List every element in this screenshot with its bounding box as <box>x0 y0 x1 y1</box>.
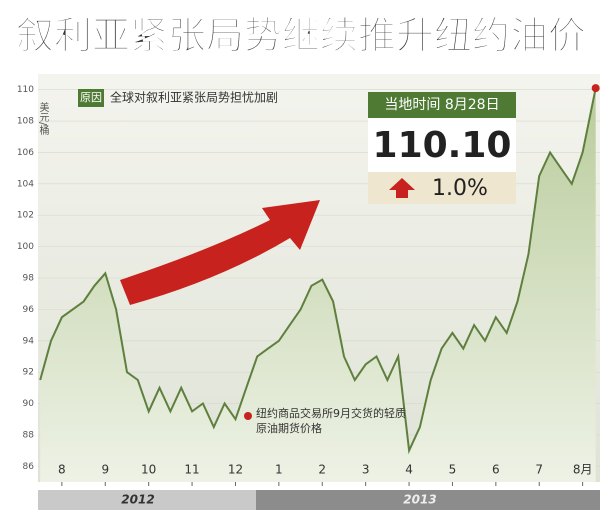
x-tick-label: 12 <box>228 463 243 477</box>
y-tick-label: 94 <box>23 336 35 346</box>
legend-text: 全球对叙利亚紧张局势担忧加剧 <box>110 90 278 105</box>
line <box>39 87 597 455</box>
y-tick-label: 106 <box>17 148 34 158</box>
chart-title: 叙利亚紧张局势继续推升纽约油价 <box>16 14 586 58</box>
note-dot <box>244 412 252 420</box>
info-price: 110.10 <box>373 125 512 166</box>
last-point <box>591 84 600 93</box>
year-label: 2012 <box>121 493 154 507</box>
note: 纽约商品交易所9月交货的轻质原油期货价格 <box>256 407 406 435</box>
x-tick-label: 11 <box>184 463 199 477</box>
x-tick-label: 1 <box>275 463 283 477</box>
y-tick-label: 110 <box>17 85 34 95</box>
year-bar-2012 <box>38 490 256 510</box>
up-arrow <box>389 178 415 198</box>
y-tick-label: 104 <box>17 179 34 189</box>
x-tick-label: 4 <box>405 463 413 477</box>
y-tick-label: 86 <box>23 462 35 472</box>
x-tick-label: 3 <box>362 463 370 477</box>
x-tick-label: 5 <box>449 463 457 477</box>
x-tick-label: 6 <box>492 463 500 477</box>
y-tick-label: 90 <box>23 399 35 409</box>
y-tick-label: 92 <box>23 368 34 378</box>
x-tick-label: 8 <box>58 463 66 477</box>
x-tick-label: 7 <box>535 463 543 477</box>
y-axis-label: 美元/桶 <box>37 101 49 136</box>
y-tick-label: 102 <box>17 211 34 221</box>
note-wrap: 纽约商品交易所9月交货的轻质原油期货价格 <box>256 407 406 435</box>
area <box>40 88 596 482</box>
y-tick-label: 108 <box>17 117 34 127</box>
y-tick-label: 88 <box>23 430 35 440</box>
arrow-illustration <box>120 200 320 305</box>
info-header <box>368 92 516 118</box>
info-date: 当地时间 8月28日 <box>384 97 499 113</box>
x-tick-label: 8月 <box>573 463 593 477</box>
year-label: 2013 <box>403 493 436 507</box>
info-change: 1.0% <box>432 176 488 201</box>
legend-tag: 原因 <box>80 91 102 104</box>
y-tick-label: 98 <box>23 274 35 284</box>
x-tick-label: 2 <box>318 463 326 477</box>
year-bar-2013 <box>256 490 600 510</box>
y-tick-label: 100 <box>17 242 34 252</box>
x-tick-label: 9 <box>101 463 109 477</box>
y-tick-label: 96 <box>23 305 35 315</box>
x-tick-label: 10 <box>141 463 156 477</box>
info-body <box>368 118 516 172</box>
legend-tag-box <box>78 89 104 107</box>
